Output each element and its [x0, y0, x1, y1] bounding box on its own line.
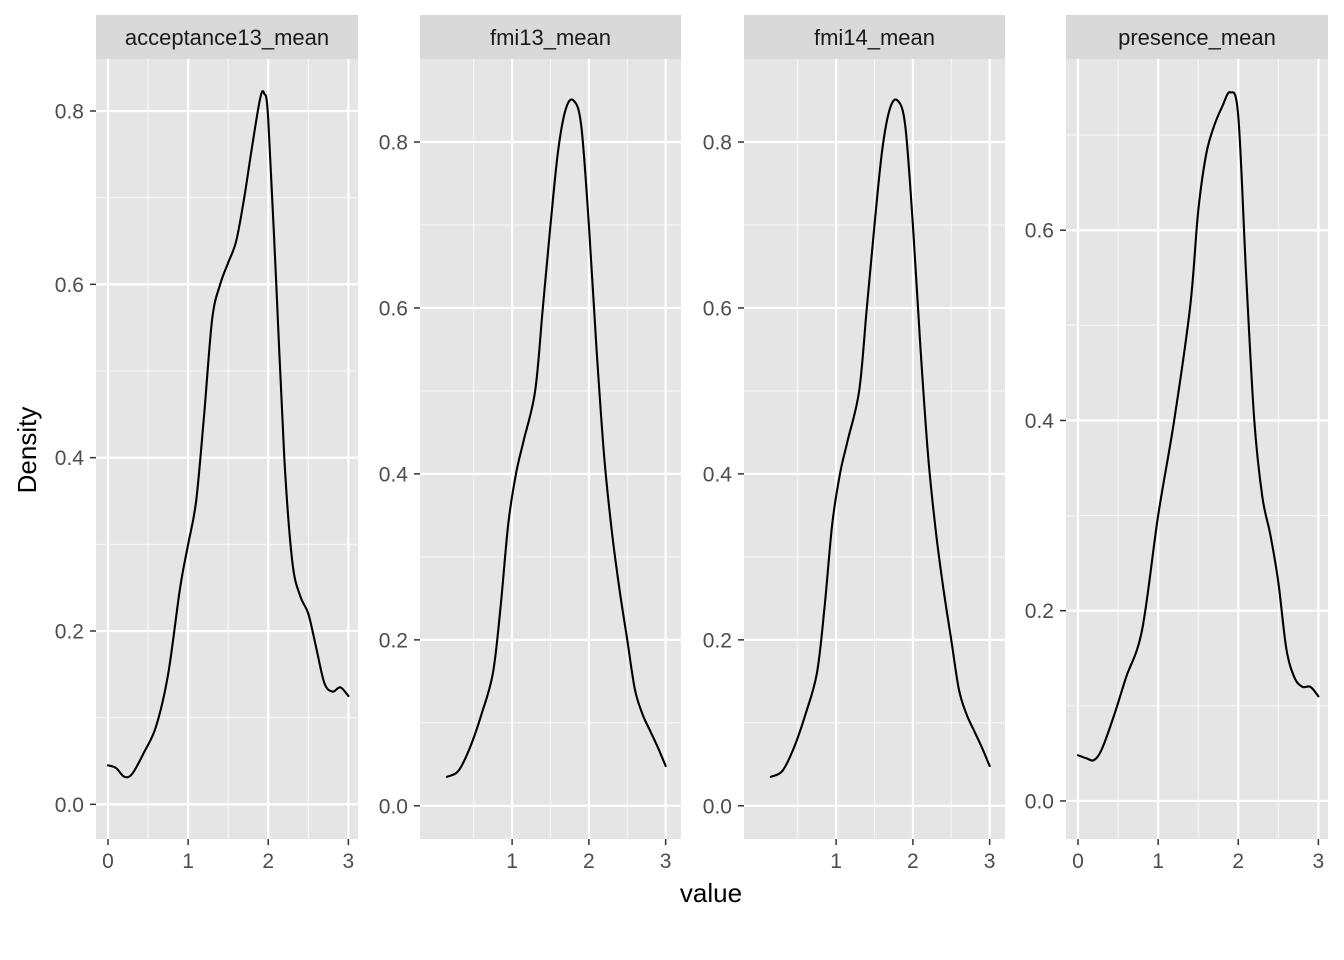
x-tick-label: 0 — [1072, 850, 1084, 873]
density-curve — [445, 98, 667, 778]
y-tick-label: 0.4 — [55, 447, 85, 470]
y-tick-label: 0.0 — [379, 795, 408, 818]
x-tick-label: 2 — [583, 850, 595, 873]
y-tick-label: 0.8 — [703, 131, 732, 154]
y-tick-label: 0.4 — [1025, 410, 1055, 433]
y-tick-label: 0.8 — [55, 101, 84, 124]
facet-fmi13_mean: fmi13_mean 1 2 3 0.0 0.2 0.4 0.6 0.8 — [379, 15, 681, 873]
x-tick-label: 1 — [830, 850, 842, 873]
y-tick-label: 0.6 — [1025, 220, 1054, 243]
facet-strip-title: fmi13_mean — [490, 25, 611, 50]
y-tick-label: 0.6 — [379, 297, 408, 320]
facet-strip — [96, 15, 358, 59]
x-tick-label: 3 — [984, 850, 996, 873]
y-tick-label: 0.2 — [703, 629, 732, 652]
x-tick-label: 2 — [1232, 850, 1244, 873]
y-axis-title: Density — [12, 407, 42, 494]
density-curve — [106, 90, 350, 779]
facet-strip — [1066, 15, 1328, 59]
panel-background — [1066, 59, 1328, 839]
x-axis-title: value — [680, 878, 742, 908]
y-tick-label: 0.6 — [703, 297, 732, 320]
density-curve — [1076, 91, 1320, 762]
density-curve — [769, 98, 991, 778]
y-tick-label: 0.0 — [55, 794, 84, 817]
facet-strip-title: acceptance13_mean — [125, 25, 329, 50]
y-tick-label: 0.4 — [703, 463, 733, 486]
y-tick-label: 0.8 — [379, 131, 408, 154]
x-tick-label: 2 — [262, 850, 274, 873]
y-tick-label: 0.2 — [55, 621, 84, 644]
y-tick-label: 0.0 — [703, 795, 732, 818]
x-tick-label: 3 — [1313, 850, 1325, 873]
x-tick-label: 3 — [343, 850, 355, 873]
y-tick-label: 0.0 — [1025, 790, 1054, 813]
facet-strip — [420, 15, 681, 59]
facet-strip — [744, 15, 1005, 59]
x-tick-label: 3 — [660, 850, 672, 873]
facet-strip-title: presence_mean — [1118, 25, 1276, 50]
facet-fmi14_mean: fmi14_mean 1 2 3 0.0 0.2 0.4 0.6 0.8 — [703, 15, 1005, 873]
x-tick-label: 1 — [1152, 850, 1164, 873]
y-tick-label: 0.2 — [1025, 600, 1054, 623]
x-tick-label: 0 — [102, 850, 114, 873]
y-tick-label: 0.6 — [55, 274, 84, 297]
y-tick-label: 0.2 — [379, 629, 408, 652]
facet-presence_mean: presence_mean 0 1 2 3 0.0 0.2 0.4 0.6 — [1025, 15, 1328, 873]
x-tick-label: 2 — [907, 850, 919, 873]
panel-background — [96, 59, 358, 839]
facet-acceptance13_mean: acceptance13_mean 0 1 2 3 0.0 0.2 0.4 0.6 0.8 — [55, 15, 358, 873]
y-tick-label: 0.4 — [379, 463, 409, 486]
x-tick-label: 1 — [182, 850, 194, 873]
x-tick-label: 1 — [506, 850, 518, 873]
facet-strip-title: fmi14_mean — [814, 25, 935, 50]
